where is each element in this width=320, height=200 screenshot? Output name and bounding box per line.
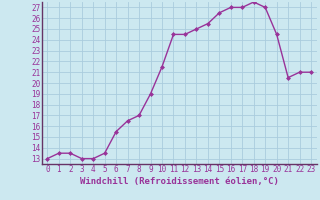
X-axis label: Windchill (Refroidissement éolien,°C): Windchill (Refroidissement éolien,°C) — [80, 177, 279, 186]
